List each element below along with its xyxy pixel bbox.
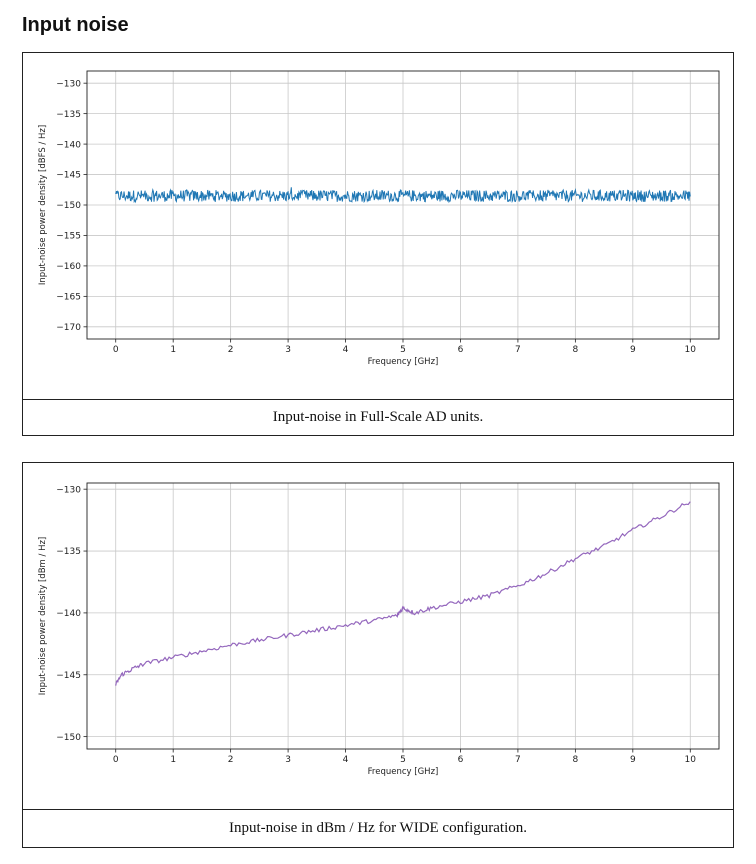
y-tick-label: −160 xyxy=(56,262,81,272)
y-tick-label: −170 xyxy=(56,323,81,333)
x-tick-label: 5 xyxy=(400,345,406,355)
x-tick-label: 4 xyxy=(343,345,349,355)
x-tick-label: 8 xyxy=(572,345,578,355)
x-tick-label: 10 xyxy=(685,755,697,765)
x-tick-label: 0 xyxy=(113,755,119,765)
x-axis-label: Frequency [GHz] xyxy=(368,767,439,777)
y-tick-label: −165 xyxy=(56,293,81,303)
x-tick-label: 5 xyxy=(400,755,406,765)
x-tick-label: 3 xyxy=(285,755,291,765)
y-axis-label: Input-noise power density [dBFS / Hz] xyxy=(38,125,48,285)
y-tick-label: −145 xyxy=(56,671,81,681)
x-tick-label: 1 xyxy=(170,755,176,765)
x-tick-label: 7 xyxy=(515,345,521,355)
y-tick-label: −140 xyxy=(56,609,81,619)
figure-caption: Input-noise in Full-Scale AD units. xyxy=(23,399,733,434)
x-tick-label: 3 xyxy=(285,345,291,355)
y-tick-label: −130 xyxy=(56,485,81,495)
section-title: Input noise xyxy=(22,14,129,36)
x-axis-label: Frequency [GHz] xyxy=(368,357,439,367)
x-tick-label: 6 xyxy=(458,345,464,355)
y-tick-label: −130 xyxy=(56,79,81,89)
y-tick-label: −135 xyxy=(56,547,81,557)
x-tick-label: 7 xyxy=(515,755,521,765)
y-tick-label: −150 xyxy=(56,733,81,743)
series-line xyxy=(115,501,691,686)
y-axis-label: Input-noise power density [dBm / Hz] xyxy=(38,537,48,696)
figure-input-noise-dbm: 0 1 2 3 4 5 6 7 8 9 10 −130 −135 −140 −145 −150 Frequenc… xyxy=(22,462,734,848)
x-tick-label: 2 xyxy=(228,345,234,355)
x-tick-label: 2 xyxy=(228,755,234,765)
x-tick-label: 8 xyxy=(572,755,578,765)
series-line xyxy=(115,187,691,204)
y-tick-label: −155 xyxy=(56,232,81,242)
y-tick-label: −145 xyxy=(56,171,81,181)
figure-input-noise-dbfs: 0 1 2 3 4 5 6 7 8 9 10 −130 −135 −140 −145 −150 −155 −160… xyxy=(22,52,734,436)
x-tick-label: 9 xyxy=(630,345,636,355)
x-tick-label: 10 xyxy=(685,345,697,355)
chart-dbfs: 0 1 2 3 4 5 6 7 8 9 10 −130 −135 −140 −145 −150 −155 −160… xyxy=(38,70,720,367)
x-tick-label: 6 xyxy=(458,755,464,765)
x-tick-label: 9 xyxy=(630,755,636,765)
y-tick-label: −135 xyxy=(56,110,81,120)
y-tick-label: −150 xyxy=(56,201,81,211)
x-tick-label: 0 xyxy=(113,345,119,355)
x-tick-label: 1 xyxy=(170,345,176,355)
chart-dbm: 0 1 2 3 4 5 6 7 8 9 10 −130 −135 −140 −145 −150 Frequenc… xyxy=(38,482,720,777)
y-tick-label: −140 xyxy=(56,140,81,150)
figure-caption: Input-noise in dBm / Hz for WIDE configu… xyxy=(23,809,733,846)
x-tick-label: 4 xyxy=(343,755,349,765)
